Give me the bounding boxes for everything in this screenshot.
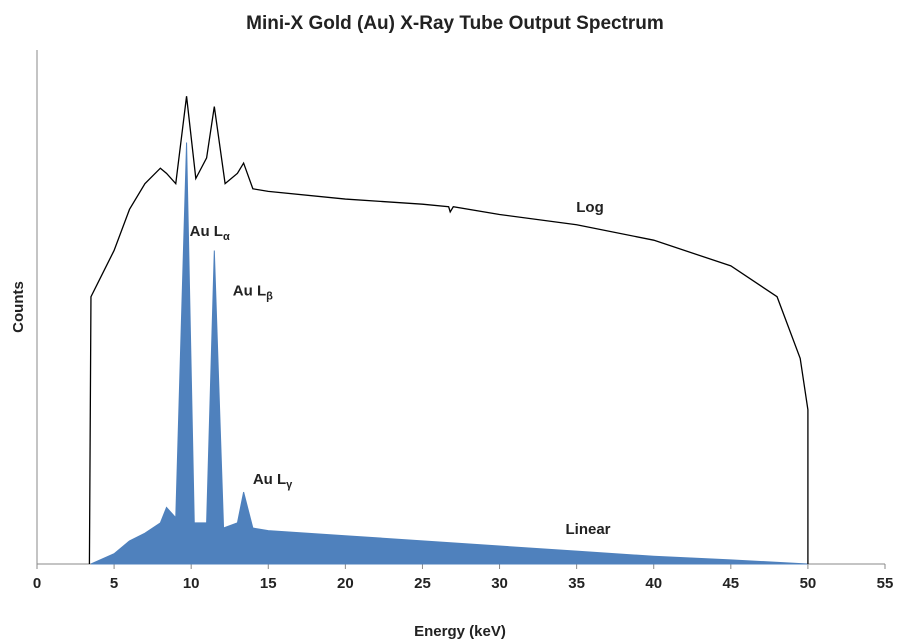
x-tick-label: 0 bbox=[33, 575, 41, 592]
annotation-subscript: γ bbox=[286, 479, 293, 491]
x-tick-label: 55 bbox=[877, 575, 894, 592]
series-label: Log bbox=[576, 199, 604, 216]
x-axis-label: Energy (keV) bbox=[414, 623, 506, 640]
annotation-text: Au L bbox=[253, 471, 286, 488]
x-tick-label: 50 bbox=[800, 575, 817, 592]
x-tick-label: 35 bbox=[568, 575, 585, 592]
annotation: Au Lβ bbox=[233, 283, 273, 303]
area bbox=[90, 142, 808, 565]
x-tick-label: 40 bbox=[645, 575, 662, 592]
series-label: Linear bbox=[565, 521, 610, 538]
line bbox=[88, 96, 809, 565]
x-tick-label: 45 bbox=[722, 575, 739, 592]
x-tick-label: 25 bbox=[414, 575, 431, 592]
annotation-text: Au L bbox=[190, 223, 223, 240]
annotation-text: Au L bbox=[233, 283, 266, 300]
x-tick-label: 5 bbox=[110, 575, 118, 592]
annotation: Au Lα bbox=[190, 223, 230, 243]
x-tick-label: 30 bbox=[491, 575, 508, 592]
x-tick-label: 10 bbox=[183, 575, 200, 592]
x-tick-label: 15 bbox=[260, 575, 277, 592]
x-tick-label: 20 bbox=[337, 575, 354, 592]
annotation-subscript: β bbox=[266, 290, 273, 302]
y-axis-label: Counts bbox=[10, 281, 27, 333]
annotation: Au Lγ bbox=[253, 471, 293, 491]
chart-title: Mini-X Gold (Au) X-Ray Tube Output Spect… bbox=[246, 13, 664, 34]
annotation-subscript: α bbox=[223, 231, 230, 243]
